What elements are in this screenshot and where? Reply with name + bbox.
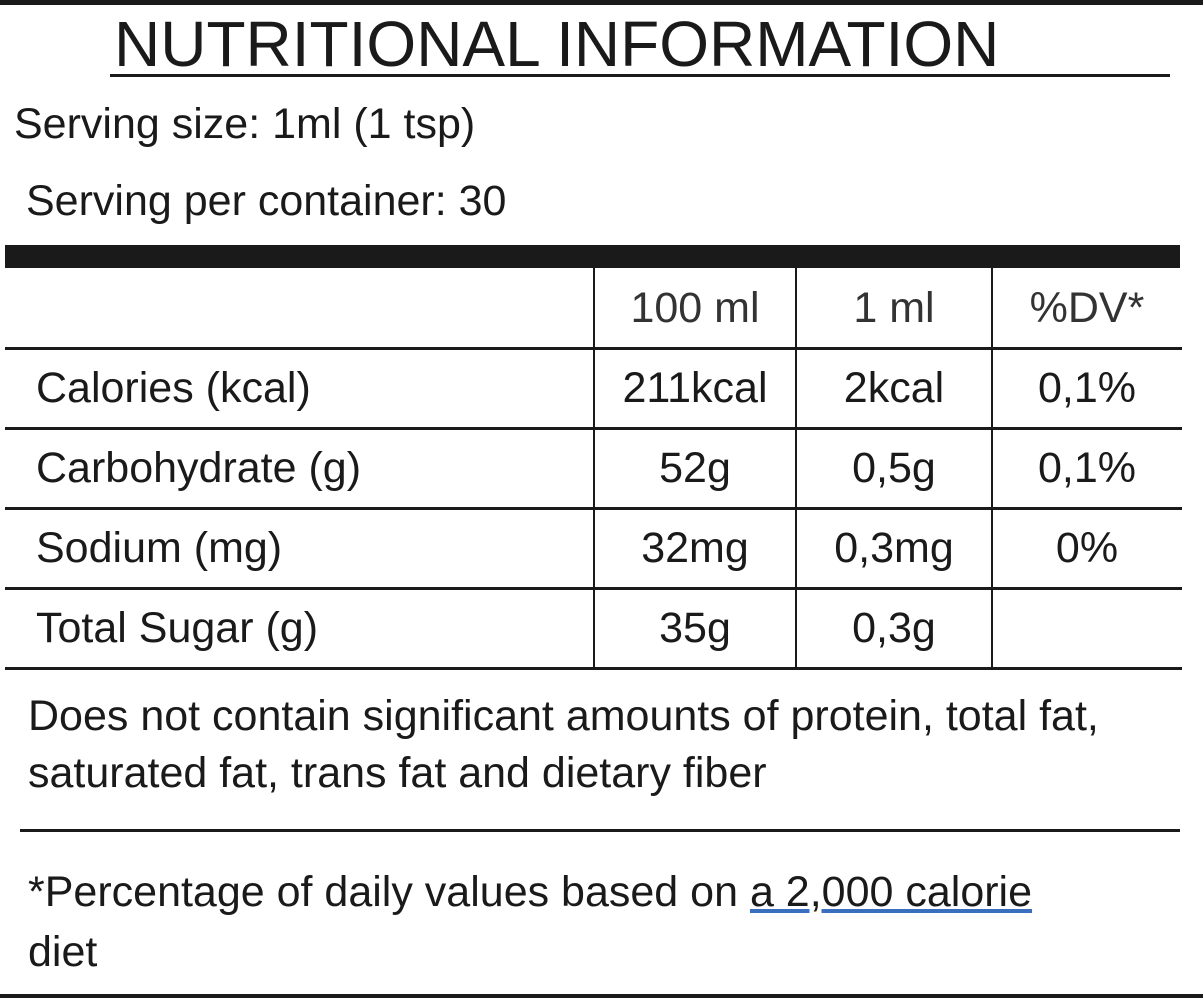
top-border (0, 0, 1203, 5)
nutrient-name: Total Sugar (g) (36, 604, 319, 652)
nutrient-value: 0,3g (852, 604, 936, 652)
nutrient-value: 0,3mg (834, 524, 954, 572)
col-rule (991, 268, 993, 668)
title: NUTRITIONAL INFORMATION (114, 8, 1000, 80)
footnote: *Percentage of daily values based on a 2… (28, 862, 1188, 982)
nutrient-value: 2kcal (843, 364, 945, 412)
nutrient-name: Sodium (mg) (36, 524, 283, 572)
nutrient-name: Carbohydrate (g) (36, 444, 362, 492)
col-rule (593, 268, 595, 668)
nutrient-name: Calories (kcal) (36, 364, 311, 412)
thick-bar (5, 245, 1180, 268)
row-rule (5, 667, 1182, 670)
nutrient-value: 211kcal (622, 364, 768, 412)
nutrient-value: 0,1% (1037, 444, 1136, 492)
note: Does not contain significant amounts of … (28, 692, 1099, 797)
footnote-tail: diet (28, 928, 98, 976)
nutrient-value: 52g (659, 444, 731, 492)
servings-per-container: Serving per container: 30 (26, 177, 507, 225)
footnote-link[interactable]: a 2,000 calorie (749, 868, 1033, 916)
nutrient-value: 0% (1055, 524, 1119, 572)
nutrient-value: 0,1% (1037, 364, 1136, 412)
serving-size: Serving size: 1ml (1 tsp) (14, 100, 476, 148)
nutrient-value: 32mg (641, 524, 749, 572)
note-rule (20, 829, 1180, 832)
title-rule (110, 74, 1170, 77)
column-header: %DV* (1029, 284, 1145, 332)
bottom-border (0, 994, 1203, 998)
column-header: 1 ml (853, 284, 935, 332)
nutrient-value: 35g (659, 604, 731, 652)
column-header: 100 ml (630, 284, 760, 332)
nutrient-value: 0,5g (852, 444, 936, 492)
nutrition-table: 100 ml 1 ml %DV* Calories (kcal) 211kcal 2kca… (0, 268, 1203, 670)
col-rule (795, 268, 797, 668)
footnote-text: *Percentage of daily values based on (28, 868, 738, 916)
